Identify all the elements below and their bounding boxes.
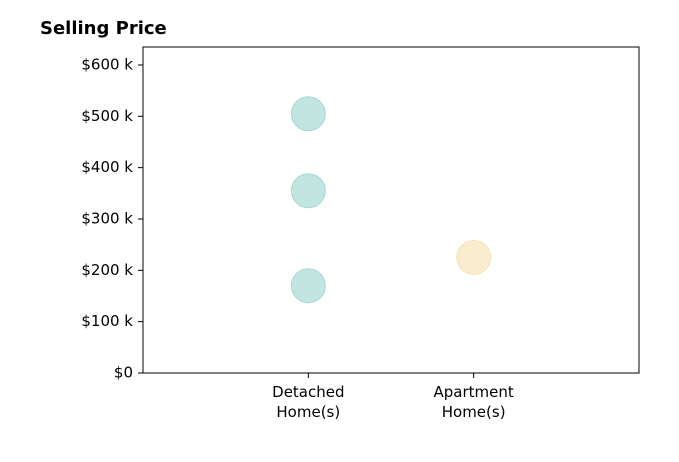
y-tick-label: $100 k [81,312,133,330]
y-tick-label: $0 [114,364,133,382]
plot-frame [142,46,640,374]
y-tick-label: $600 k [81,55,133,73]
x-tick-label: Detached Home(s) [272,383,345,421]
point [290,96,326,132]
y-tick-label: $400 k [81,158,133,176]
y-tick-label: $300 k [81,209,133,227]
point [456,239,492,275]
point [290,173,326,209]
y-tick-label: $200 k [81,261,133,279]
chart-title: Selling Price [40,18,167,39]
point [290,268,326,304]
x-tick-label: Apartment Home(s) [433,383,514,421]
y-tick-label: $500 k [81,107,133,125]
